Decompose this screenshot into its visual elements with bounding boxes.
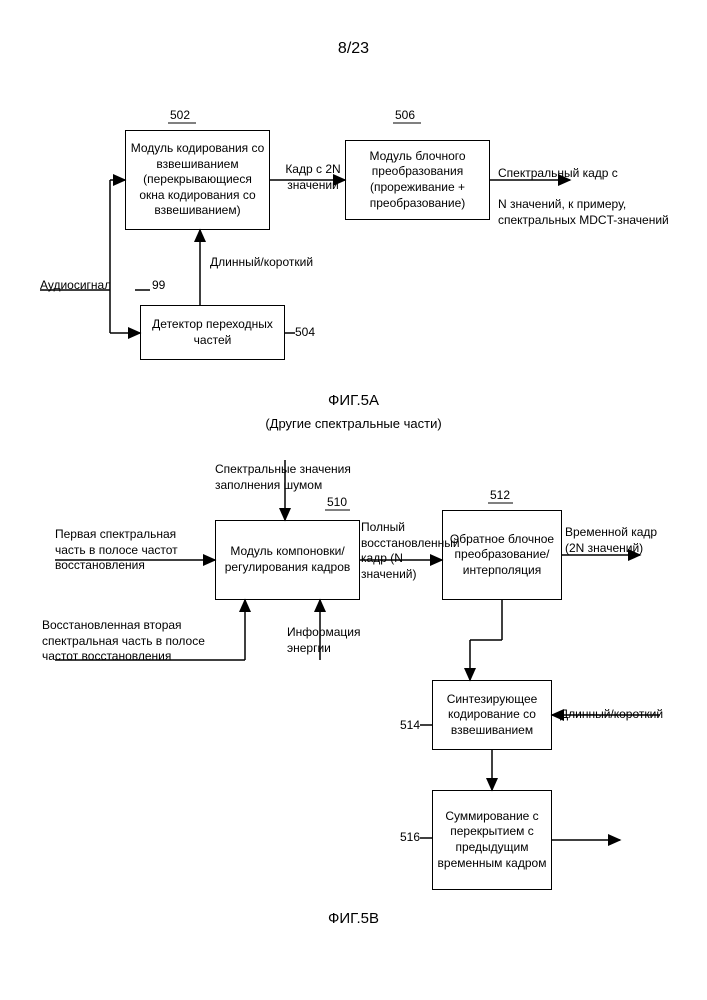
fig5a-title: ФИГ.5A: [0, 392, 707, 409]
box-510: Модуль компоновки/ регулирования кадров: [215, 520, 360, 600]
label-energy-in: Информация энергии: [287, 625, 377, 656]
ref-512: 512: [490, 488, 510, 504]
fig5a-subtitle: (Другие спектральные части): [0, 416, 707, 431]
box-502-text: Модуль кодирования со взвешиванием (пере…: [130, 141, 265, 219]
label-long-short-b: Длинный/короткий: [560, 707, 663, 723]
box-502: Модуль кодирования со взвешиванием (пере…: [125, 130, 270, 230]
page: 8/23 Модуль кодирования со взвешиванием …: [0, 0, 707, 1000]
box-512-text: Обратное блочное преобразование/ интерпо…: [447, 532, 557, 579]
box-506-text: Модуль блочного преобразования (прорежив…: [350, 149, 485, 211]
page-header: 8/23: [0, 40, 707, 58]
box-510-text: Модуль компоновки/ регулирования кадров: [220, 544, 355, 575]
fig5b-title: ФИГ.5B: [0, 910, 707, 927]
box-514-text: Синтезирующее кодирование со взвешивание…: [437, 692, 547, 739]
ref-516: 516: [400, 830, 420, 846]
ref-504: 504: [295, 325, 315, 341]
ref-514: 514: [400, 718, 420, 734]
box-512: Обратное блочное преобразование/ интерпо…: [442, 510, 562, 600]
box-516-text: Суммирование с перекрытием с предыдущим …: [437, 809, 547, 871]
label-audio-in: Аудиосигнал: [40, 278, 111, 294]
box-504: Детектор переходных частей: [140, 305, 285, 360]
label-first-in: Первая спектральная часть в полосе часто…: [55, 527, 215, 574]
box-516: Суммирование с перекрытием с предыдущим …: [432, 790, 552, 890]
label-time-out: Временной кадр (2N значений): [565, 525, 695, 556]
box-506: Модуль блочного преобразования (прорежив…: [345, 140, 490, 220]
box-504-text: Детектор переходных частей: [145, 317, 280, 348]
label-long-short-a: Длинный/короткий: [210, 255, 313, 271]
label-noise-in: Спектральные значения заполнения шумом: [215, 462, 375, 493]
ref-510: 510: [327, 495, 347, 511]
label-full-frame: Полный восстановленный кадр (N значений): [361, 520, 451, 582]
ref-99: 99: [152, 278, 165, 294]
label-second-in: Восстановленная вторая спектральная част…: [42, 618, 242, 665]
label-spec-out: Спектральный кадр с N значений, к пример…: [498, 166, 693, 228]
label-2n: Кадр с 2N значений: [278, 162, 348, 193]
ref-502: 502: [170, 108, 190, 124]
box-514: Синтезирующее кодирование со взвешивание…: [432, 680, 552, 750]
ref-506: 506: [395, 108, 415, 124]
